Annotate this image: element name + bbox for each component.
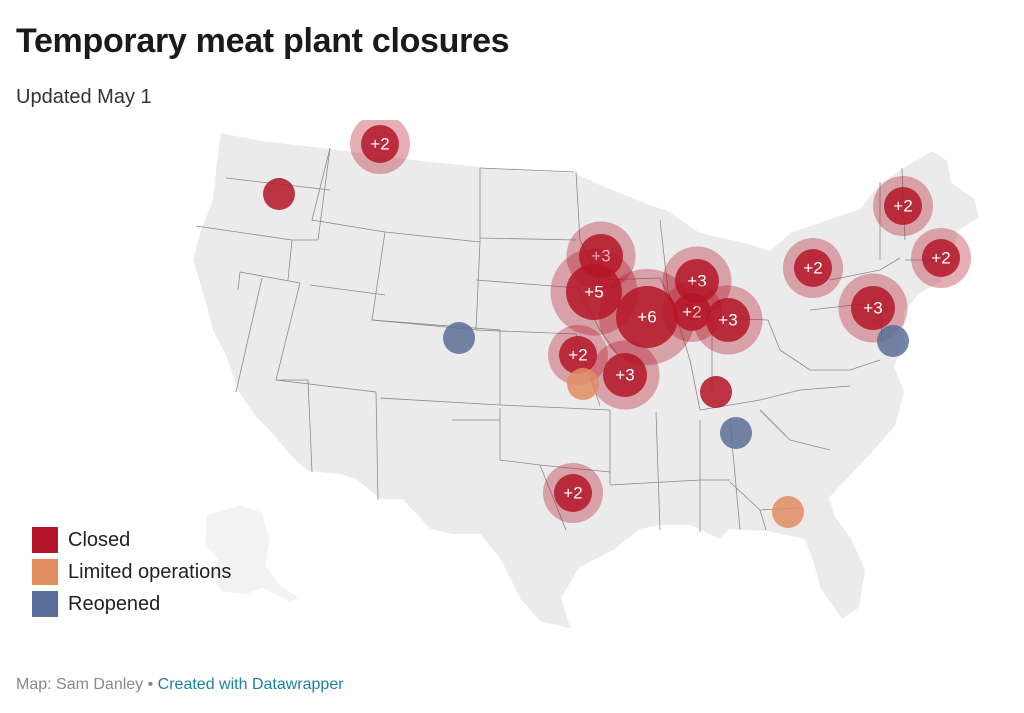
marker-circle bbox=[559, 336, 597, 374]
marker-circle bbox=[675, 259, 719, 303]
legend-label: Closed bbox=[68, 528, 131, 551]
marker-circle bbox=[884, 187, 922, 225]
plant-marker-closed[interactable]: +3 bbox=[693, 285, 763, 355]
marker-count-label: +2 bbox=[893, 197, 912, 216]
legend-label: Limited operations bbox=[68, 560, 232, 583]
legend-item-reopened: Reopened bbox=[32, 588, 231, 620]
marker-count-label: +3 bbox=[591, 247, 610, 266]
marker-count-label: +2 bbox=[803, 259, 822, 278]
marker-circle bbox=[566, 264, 622, 320]
marker-circle bbox=[922, 239, 960, 277]
marker-circle bbox=[361, 125, 399, 163]
us-map-svg: +2 +2 +2 +2 +3 +3 +5 +6 +3 +2 +3 +2 +3 +2 bbox=[191, 120, 981, 631]
marker-circle bbox=[877, 325, 909, 357]
plant-marker-closed[interactable]: +2 bbox=[873, 176, 933, 236]
plant-marker-closed[interactable]: +5 bbox=[550, 248, 638, 336]
marker-count-label: +6 bbox=[637, 308, 656, 327]
marker-circle bbox=[720, 417, 752, 449]
plant-marker-closed[interactable] bbox=[263, 178, 295, 210]
marker-circle bbox=[567, 368, 599, 400]
legend-label: Reopened bbox=[68, 592, 161, 615]
plant-marker-closed[interactable] bbox=[700, 376, 732, 408]
marker-circle bbox=[700, 376, 732, 408]
plant-marker-closed[interactable]: +2 bbox=[350, 120, 410, 174]
plant-marker-limited[interactable] bbox=[567, 368, 599, 400]
marker-circle bbox=[616, 286, 678, 348]
plant-marker-closed[interactable]: +2 bbox=[548, 325, 608, 385]
plant-marker-reopened[interactable] bbox=[443, 322, 475, 354]
map-footer: Map: Sam Danley • Created with Datawrapp… bbox=[16, 676, 344, 694]
marker-circle bbox=[851, 286, 895, 330]
marker-circle bbox=[263, 178, 295, 210]
plant-marker-limited[interactable] bbox=[772, 496, 804, 528]
marker-count-label: +2 bbox=[931, 249, 950, 268]
marker-count-label: +2 bbox=[568, 346, 587, 365]
marker-circle bbox=[772, 496, 804, 528]
marker-count-label: +3 bbox=[718, 311, 737, 330]
legend-swatch-limited bbox=[32, 559, 58, 585]
legend-item-limited: Limited operations bbox=[32, 556, 231, 588]
marker-count-label: +5 bbox=[584, 283, 603, 302]
marker-count-label: +2 bbox=[370, 135, 389, 154]
marker-circle bbox=[706, 298, 750, 342]
legend-swatch-reopened bbox=[32, 591, 58, 617]
plant-marker-closed[interactable]: +2 bbox=[543, 463, 603, 523]
markers-layer: +2 +2 +2 +2 +3 +3 +5 +6 +3 +2 +3 +2 +3 +2 bbox=[263, 120, 971, 528]
plant-marker-reopened[interactable] bbox=[720, 417, 752, 449]
marker-circle bbox=[554, 474, 592, 512]
marker-count-label: +3 bbox=[863, 299, 882, 318]
map-legend: Closed Limited operations Reopened bbox=[32, 524, 231, 620]
marker-circle bbox=[443, 322, 475, 354]
plant-marker-reopened[interactable] bbox=[877, 325, 909, 357]
marker-count-label: +3 bbox=[687, 272, 706, 291]
marker-circle bbox=[673, 293, 711, 331]
map-subtitle: Updated May 1 bbox=[16, 86, 152, 108]
plant-marker-closed[interactable]: +3 bbox=[590, 340, 660, 410]
datawrapper-link[interactable]: Created with Datawrapper bbox=[157, 676, 344, 693]
marker-count-label: +3 bbox=[615, 366, 634, 385]
marker-count-label: +2 bbox=[563, 484, 582, 503]
plant-marker-closed[interactable]: +2 bbox=[783, 238, 843, 298]
us-map: +2 +2 +2 +2 +3 +3 +5 +6 +3 +2 +3 +2 +3 +2 bbox=[0, 120, 1024, 650]
map-title: Temporary meat plant closures bbox=[16, 22, 510, 60]
legend-swatch-closed bbox=[32, 527, 58, 553]
plant-marker-closed[interactable]: +6 bbox=[599, 269, 695, 365]
marker-circle bbox=[794, 249, 832, 287]
legend-item-closed: Closed bbox=[32, 524, 231, 556]
marker-count-label: +2 bbox=[682, 303, 701, 322]
plant-marker-closed[interactable]: +2 bbox=[911, 228, 971, 288]
credit-text: Map: Sam Danley bbox=[16, 676, 144, 693]
marker-circle bbox=[603, 353, 647, 397]
plant-marker-closed[interactable]: +2 bbox=[662, 282, 722, 342]
footer-separator: • bbox=[143, 676, 158, 693]
alaska-shape bbox=[204, 504, 302, 603]
